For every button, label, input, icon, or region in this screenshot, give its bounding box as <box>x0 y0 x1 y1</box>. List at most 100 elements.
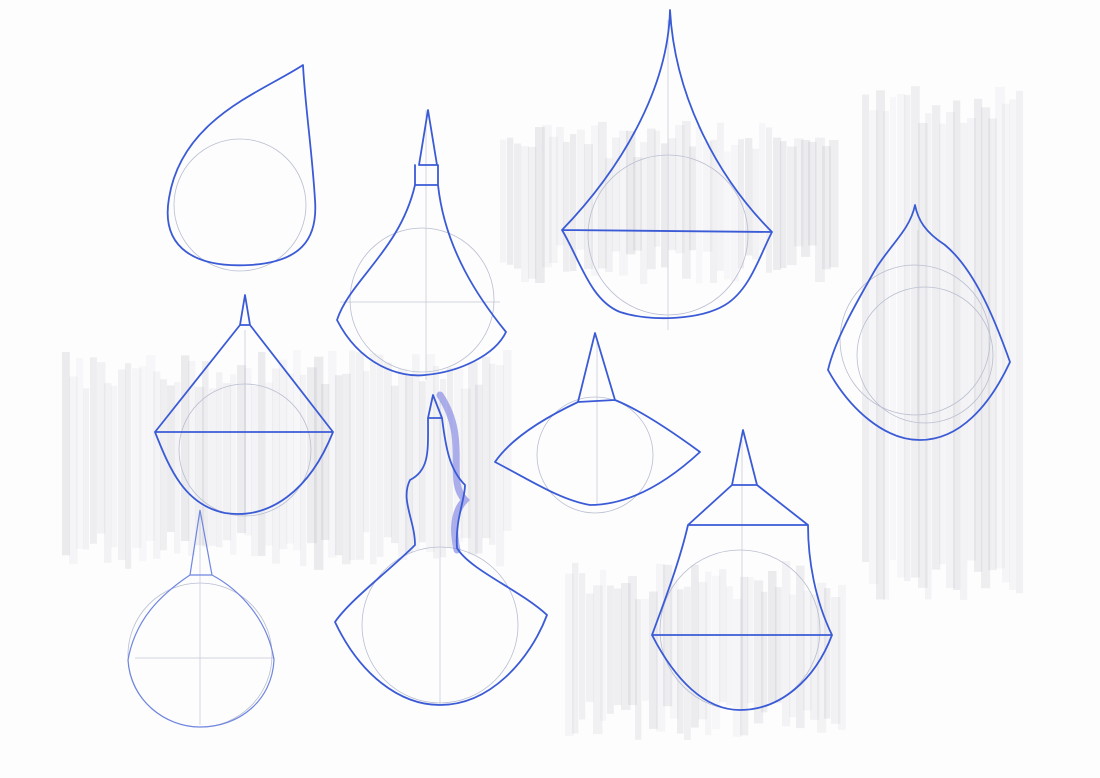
marker-stripe <box>132 368 142 548</box>
sketch-spire <box>561 9 773 330</box>
marker-stripe <box>925 113 932 600</box>
marker-stripe <box>563 141 570 272</box>
marker-stripe <box>796 565 805 729</box>
marker-stripe <box>766 127 773 273</box>
marker-stripe <box>300 374 307 567</box>
marker-stripe <box>475 384 483 554</box>
marker-stripe <box>675 125 685 254</box>
sketch-diamond <box>154 294 334 517</box>
marker-stripe <box>876 90 885 600</box>
marker-stripe <box>794 138 804 247</box>
guide-circle <box>856 286 994 424</box>
sketch-lantern <box>651 429 833 711</box>
marker-stripe <box>314 356 324 570</box>
marker-stripe <box>83 388 90 550</box>
marker-stripe <box>640 142 648 285</box>
marker-stripe <box>195 386 205 546</box>
marker-stripe <box>535 127 545 283</box>
marker-stripe <box>717 122 724 271</box>
marker-stripe <box>125 363 132 569</box>
marker-stripe <box>160 379 167 551</box>
sketch-bell-bottle <box>336 109 507 380</box>
marker-stripe <box>691 564 699 728</box>
marker-stripe <box>614 588 622 706</box>
marker-stripe <box>656 563 666 732</box>
marker-stripe <box>607 585 614 714</box>
sketch-teardrop <box>166 64 317 272</box>
marker-stripe <box>883 111 890 600</box>
marker-stripe <box>398 368 408 560</box>
marker-stripe <box>1009 99 1016 590</box>
marker-stripe <box>626 130 636 255</box>
marker-stripe <box>761 591 768 713</box>
marker-stripe <box>461 388 471 539</box>
marker-stripe <box>780 141 787 269</box>
marker-stripe <box>677 589 684 734</box>
marker-stripe <box>897 94 906 578</box>
sketch-drop-right <box>827 204 1011 441</box>
marker-stripe <box>251 385 258 557</box>
marker-stripe <box>377 354 384 557</box>
marker-stripe <box>815 137 825 282</box>
guide-circle <box>839 264 991 416</box>
marker-stripe <box>181 355 190 542</box>
marker-stripe <box>696 126 703 284</box>
marker-stripe <box>507 137 514 265</box>
marker-stripe <box>209 388 217 546</box>
marker-stripe <box>939 123 946 565</box>
marker-stripe <box>514 143 522 269</box>
marker-stripe <box>468 362 478 555</box>
marker-stripe <box>167 385 175 533</box>
marker-stripe <box>960 122 968 600</box>
marker-stripe <box>62 352 70 556</box>
marker-stripe <box>328 350 337 558</box>
marker-stripe <box>773 137 782 270</box>
outline <box>154 294 334 515</box>
outline <box>336 109 507 377</box>
marker-stripe <box>621 583 631 710</box>
marker-stripe <box>521 146 529 282</box>
marker-stripe <box>918 122 928 588</box>
marker-stripe <box>619 130 628 276</box>
marker-stripe <box>244 367 252 536</box>
marker-stripe <box>932 105 941 570</box>
marker-stripe <box>321 383 330 540</box>
marker-stripe <box>549 136 558 263</box>
sketch-saucer <box>494 332 701 514</box>
marker-stripe <box>670 578 679 719</box>
marker-stripe <box>654 130 661 247</box>
marker-stripe <box>139 366 147 562</box>
sketch-tall-bottle <box>334 391 548 706</box>
marker-stripe <box>349 350 356 561</box>
marker-stripe <box>579 573 586 720</box>
marker-stripe <box>726 586 733 706</box>
marker-stripe <box>710 139 718 283</box>
marker-stripe <box>496 365 505 567</box>
outline <box>494 332 701 506</box>
marker-stripe <box>76 358 84 549</box>
marker-stripe <box>223 383 232 541</box>
marker-stripe <box>405 374 413 553</box>
marker-stripe <box>775 587 782 703</box>
marker-stripe <box>981 107 991 589</box>
marker-stripe <box>789 594 797 718</box>
marker-stripe <box>831 596 841 724</box>
marker-stripe <box>293 350 301 551</box>
marker-stripe <box>838 584 846 730</box>
marker-stripe <box>565 573 574 736</box>
marker-stripe <box>754 580 764 724</box>
marker-stripe <box>724 151 731 280</box>
marker-stripe <box>440 378 447 558</box>
marker-stripe <box>822 146 832 270</box>
marker-stripe <box>572 562 579 734</box>
marker-stripe <box>747 577 754 704</box>
sketch-round-bottle <box>127 509 275 728</box>
marker-stripe <box>258 352 266 556</box>
guide-circle <box>173 138 307 272</box>
marker-stroke <box>436 391 470 554</box>
marker-stripe <box>230 374 237 555</box>
marker-stripe <box>787 146 797 266</box>
marker-stripe <box>612 137 620 252</box>
marker-stripe <box>635 599 642 740</box>
